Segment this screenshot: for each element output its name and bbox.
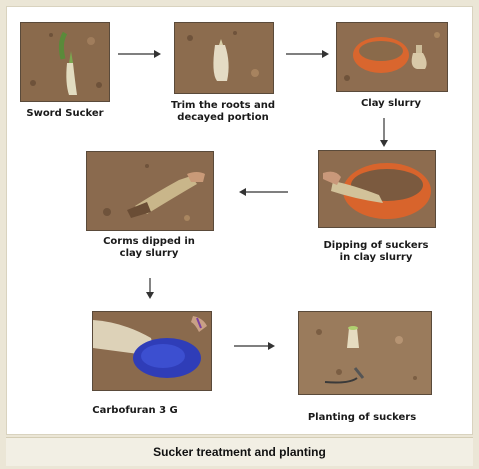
label-trim-roots: Trim the roots and decayed portion xyxy=(158,100,288,124)
label-dipping-line1: Dipping of suckers xyxy=(323,240,429,251)
caption-bar: Sucker treatment and planting xyxy=(6,437,473,466)
photo-clay-slurry xyxy=(336,22,448,92)
photo-trim-roots xyxy=(174,22,274,94)
label-corms-line2: clay slurry xyxy=(119,248,179,259)
label-sword-sucker: Sword Sucker xyxy=(26,108,104,119)
label-trim-roots-line1: Trim the roots and xyxy=(170,100,276,111)
label-corms-dipped: Corms dipped in clay slurry xyxy=(86,236,212,260)
photo-dipping-suckers xyxy=(318,150,436,228)
arrow-right-icon xyxy=(118,50,161,58)
photo-planting xyxy=(298,311,432,395)
arrow-right-icon xyxy=(234,342,275,350)
arrow-right-icon xyxy=(286,50,329,58)
label-clay-slurry: Clay slurry xyxy=(360,98,422,109)
arrow-down-icon xyxy=(146,278,154,299)
arrow-down-icon xyxy=(380,118,388,147)
photo-carbofuran xyxy=(92,311,212,391)
label-carbofuran: Carbofuran 3 G xyxy=(92,405,178,416)
label-dipping-suckers: Dipping of suckers in clay slurry xyxy=(304,240,448,264)
arrow-left-icon xyxy=(239,188,288,196)
label-trim-roots-line2: decayed portion xyxy=(177,112,269,123)
figure-caption: Sucker treatment and planting xyxy=(153,445,326,459)
label-dipping-line2: in clay slurry xyxy=(339,252,413,263)
label-planting: Planting of suckers xyxy=(307,412,417,423)
photo-sword-sucker xyxy=(20,22,110,102)
photo-corms-dipped xyxy=(86,151,214,231)
label-corms-line1: Corms dipped in xyxy=(103,236,195,247)
